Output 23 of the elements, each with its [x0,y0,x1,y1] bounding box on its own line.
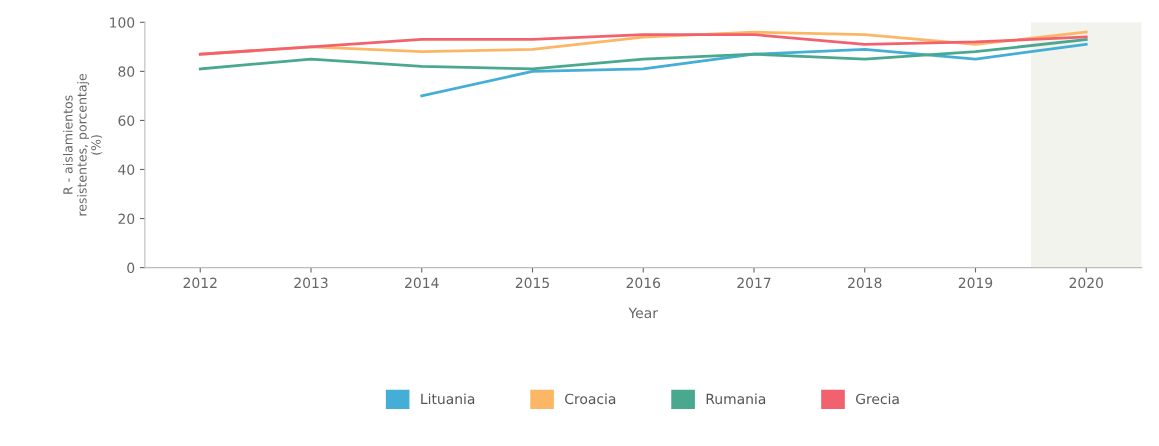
legend-label: Rumania [706,393,766,405]
x-axis-title: Year [628,307,658,319]
x-tick-label: 2013 [294,277,328,289]
x-tick-label: 2012 [183,277,217,289]
x-tick-label: 2016 [626,277,661,289]
x-tick-label: 2015 [515,277,549,289]
y-tick-label: 40 [118,164,135,175]
y-axis-title: R - aislamientos resistentes, porcentaje (%) [62,73,103,216]
x-tick-label: 2017 [737,277,771,289]
x-tick-label: 2018 [848,277,882,289]
y-tick-label: 20 [118,213,135,225]
legend-label: Croacia [565,393,616,405]
line-series [420,42,1088,98]
x-tick-label: 2019 [958,277,993,289]
line-series [198,38,1088,71]
legend-label: Grecia [856,393,899,405]
y-tick-label: 80 [118,66,135,77]
y-tick-label: 60 [118,115,135,126]
y-tick-label: 100 [110,17,135,28]
x-tick-label: 2020 [1069,277,1103,289]
legend-label: Lituania [421,393,475,405]
y-tick-label: 0 [127,262,135,274]
x-tick-label: 2014 [405,277,439,289]
